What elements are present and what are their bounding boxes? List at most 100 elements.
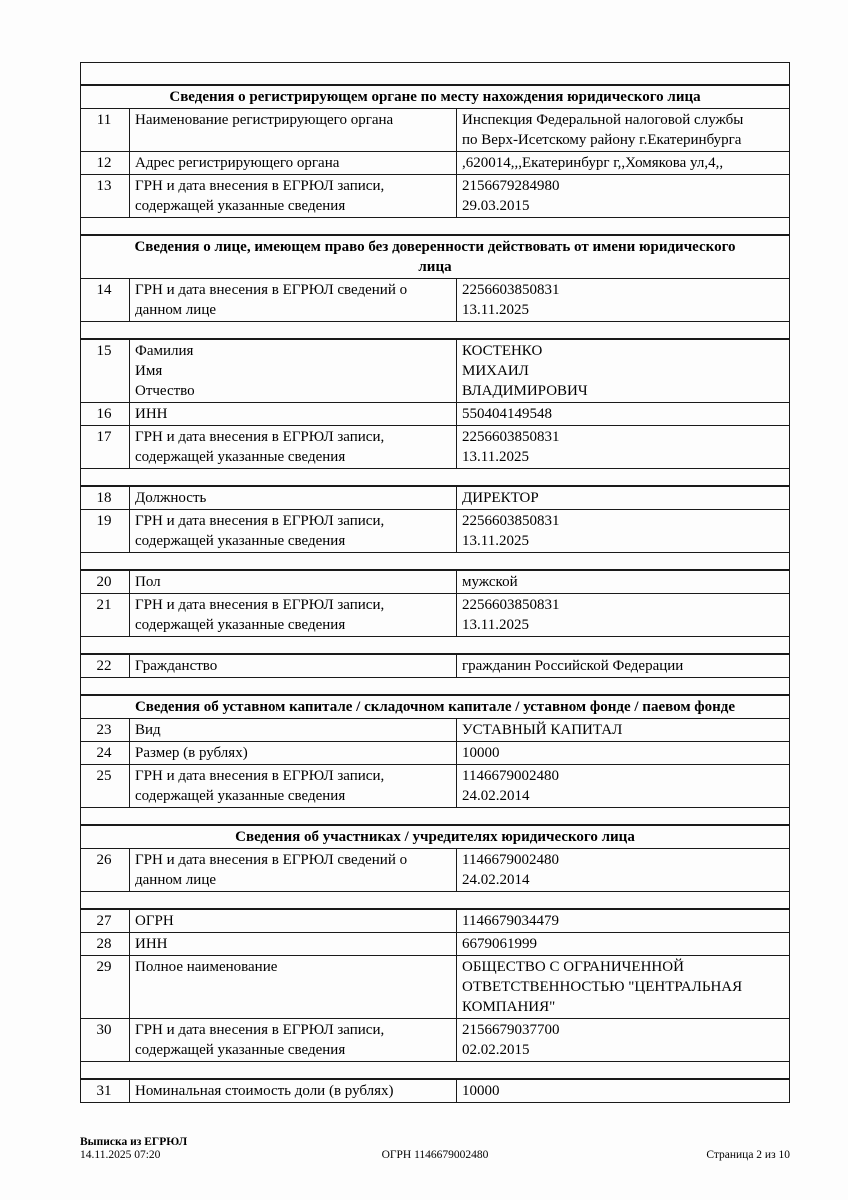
row-number: 12 (96, 155, 112, 171)
row-label: Фамилия Имя Отчество (129, 340, 456, 402)
row-label: ГРН и дата внесения в ЕГРЮЛ записи, соде… (129, 594, 456, 636)
row-label: ИНН (129, 933, 456, 955)
table-row: 16 ИНН 550404149548 (81, 402, 789, 425)
footer-datetime: 14.11.2025 07:20 (80, 1149, 161, 1161)
row-number: 11 (96, 112, 112, 128)
row-value: 2256603850831 13.11.2025 (456, 426, 789, 468)
egrul-table: Сведения о регистрирующем органе по мест… (80, 62, 790, 1103)
spacer-row (81, 636, 789, 653)
row-number: 13 (96, 178, 112, 194)
row-label: ГРН и дата внесения в ЕГРЮЛ записи, соде… (129, 510, 456, 552)
row-number: 31 (96, 1083, 112, 1099)
row-number: 30 (96, 1022, 112, 1038)
table-row: 30 ГРН и дата внесения в ЕГРЮЛ записи, с… (81, 1018, 789, 1061)
row-value: УСТАВНЫЙ КАПИТАЛ (456, 719, 789, 741)
row-number: 25 (96, 768, 112, 784)
row-value: 10000 (456, 742, 789, 764)
row-label: Должность (129, 487, 456, 509)
row-value: 2256603850831 13.11.2025 (456, 279, 789, 321)
table-row: 29 Полное наименование ОБЩЕСТВО С ОГРАНИ… (81, 955, 789, 1018)
row-label: Наименование регистрирующего органа (129, 109, 456, 151)
row-number: 26 (96, 852, 112, 868)
table-row: 14 ГРН и дата внесения в ЕГРЮЛ сведений … (81, 278, 789, 321)
row-value: Инспекция Федеральной налоговой службы п… (456, 109, 789, 151)
table-row: 12 Адрес регистрирующего органа ,620014,… (81, 151, 789, 174)
footer-left-block: Выписка из ЕГРЮЛ 14.11.2025 07:20 (80, 1136, 382, 1162)
row-number: 18 (96, 490, 112, 506)
table-row: 25 ГРН и дата внесения в ЕГРЮЛ записи, с… (81, 764, 789, 807)
footer-doc-type: Выписка из ЕГРЮЛ (80, 1136, 188, 1148)
row-value: 1146679034479 (456, 910, 789, 932)
spacer-row (81, 321, 789, 338)
spacer-row (81, 552, 789, 569)
row-label: Вид (129, 719, 456, 741)
row-label: Гражданство (129, 655, 456, 677)
row-value: 2156679284980 29.03.2015 (456, 175, 789, 217)
section-header-authorized-person: Сведения о лице, имеющем право без довер… (81, 234, 789, 278)
section-header-charter-capital: Сведения об уставном капитале / складочн… (81, 694, 789, 718)
row-label: Пол (129, 571, 456, 593)
row-value: 6679061999 (456, 933, 789, 955)
spacer-row (81, 217, 789, 234)
row-number: 16 (96, 406, 112, 422)
table-row: 23 Вид УСТАВНЫЙ КАПИТАЛ (81, 718, 789, 741)
row-number: 21 (96, 597, 112, 613)
row-label: Размер (в рублях) (129, 742, 456, 764)
page-footer: Выписка из ЕГРЮЛ 14.11.2025 07:20 ОГРН 1… (80, 1136, 790, 1162)
spacer-row (81, 677, 789, 694)
table-row: 26 ГРН и дата внесения в ЕГРЮЛ сведений … (81, 848, 789, 891)
table-row: 28 ИНН 6679061999 (81, 932, 789, 955)
table-row: 24 Размер (в рублях) 10000 (81, 741, 789, 764)
table-row: 31 Номинальная стоимость доли (в рублях)… (81, 1078, 789, 1102)
table-row: 18 Должность ДИРЕКТОР (81, 485, 789, 509)
table-row: 15 Фамилия Имя Отчество КОСТЕНКО МИХАИЛ … (81, 338, 789, 402)
row-value: 1146679002480 24.02.2014 (456, 765, 789, 807)
spacer-row (81, 63, 789, 84)
table-row: 20 Пол мужской (81, 569, 789, 593)
section-header-participants: Сведения об участниках / учредителях юри… (81, 824, 789, 848)
table-row: 19 ГРН и дата внесения в ЕГРЮЛ записи, с… (81, 509, 789, 552)
spacer-row (81, 807, 789, 824)
table-row: 11 Наименование регистрирующего органа И… (81, 108, 789, 151)
row-value: мужской (456, 571, 789, 593)
row-label: ГРН и дата внесения в ЕГРЮЛ записи, соде… (129, 765, 456, 807)
row-label: ГРН и дата внесения в ЕГРЮЛ записи, соде… (129, 1019, 456, 1061)
row-label: Полное наименование (129, 956, 456, 1018)
row-label: ИНН (129, 403, 456, 425)
table-row: 17 ГРН и дата внесения в ЕГРЮЛ записи, с… (81, 425, 789, 468)
row-value: КОСТЕНКО МИХАИЛ ВЛАДИМИРОВИЧ (456, 340, 789, 402)
row-value: ОБЩЕСТВО С ОГРАНИЧЕННОЙ ОТВЕТСТВЕННОСТЬЮ… (456, 956, 789, 1018)
row-label: ГРН и дата внесения в ЕГРЮЛ записи, соде… (129, 175, 456, 217)
row-number: 19 (96, 513, 112, 529)
row-value: 1146679002480 24.02.2014 (456, 849, 789, 891)
row-value: 550404149548 (456, 403, 789, 425)
row-value: гражданин Российской Федерации (456, 655, 789, 677)
row-number: 28 (96, 936, 112, 952)
row-value: 2256603850831 13.11.2025 (456, 594, 789, 636)
row-number: 29 (96, 959, 112, 975)
table-row: 22 Гражданство гражданин Российской Феде… (81, 653, 789, 677)
table-row: 27 ОГРН 1146679034479 (81, 908, 789, 932)
table-row: 13 ГРН и дата внесения в ЕГРЮЛ записи, с… (81, 174, 789, 217)
row-label: Адрес регистрирующего органа (129, 152, 456, 174)
row-number: 15 (96, 343, 112, 359)
row-label: ГРН и дата внесения в ЕГРЮЛ сведений о д… (129, 849, 456, 891)
spacer-row (81, 891, 789, 908)
footer-page-number: Страница 2 из 10 (706, 1149, 791, 1161)
row-number: 27 (96, 913, 112, 929)
row-value: 10000 (456, 1080, 789, 1102)
row-label: ГРН и дата внесения в ЕГРЮЛ записи, соде… (129, 426, 456, 468)
row-number: 17 (96, 429, 112, 445)
table-row: 21 ГРН и дата внесения в ЕГРЮЛ записи, с… (81, 593, 789, 636)
row-number: 22 (96, 658, 112, 674)
row-number: 14 (96, 282, 112, 298)
spacer-row (81, 1061, 789, 1078)
row-number: 24 (96, 745, 112, 761)
row-value: ,620014,,,Екатеринбург г,,Хомякова ул,4,… (456, 152, 789, 174)
row-label: ГРН и дата внесения в ЕГРЮЛ сведений о д… (129, 279, 456, 321)
footer-ogrn: ОГРН 1146679002480 (381, 1149, 489, 1161)
row-value: 2256603850831 13.11.2025 (456, 510, 789, 552)
row-value: 2156679037700 02.02.2015 (456, 1019, 789, 1061)
row-label: Номинальная стоимость доли (в рублях) (129, 1080, 456, 1102)
row-label: ОГРН (129, 910, 456, 932)
